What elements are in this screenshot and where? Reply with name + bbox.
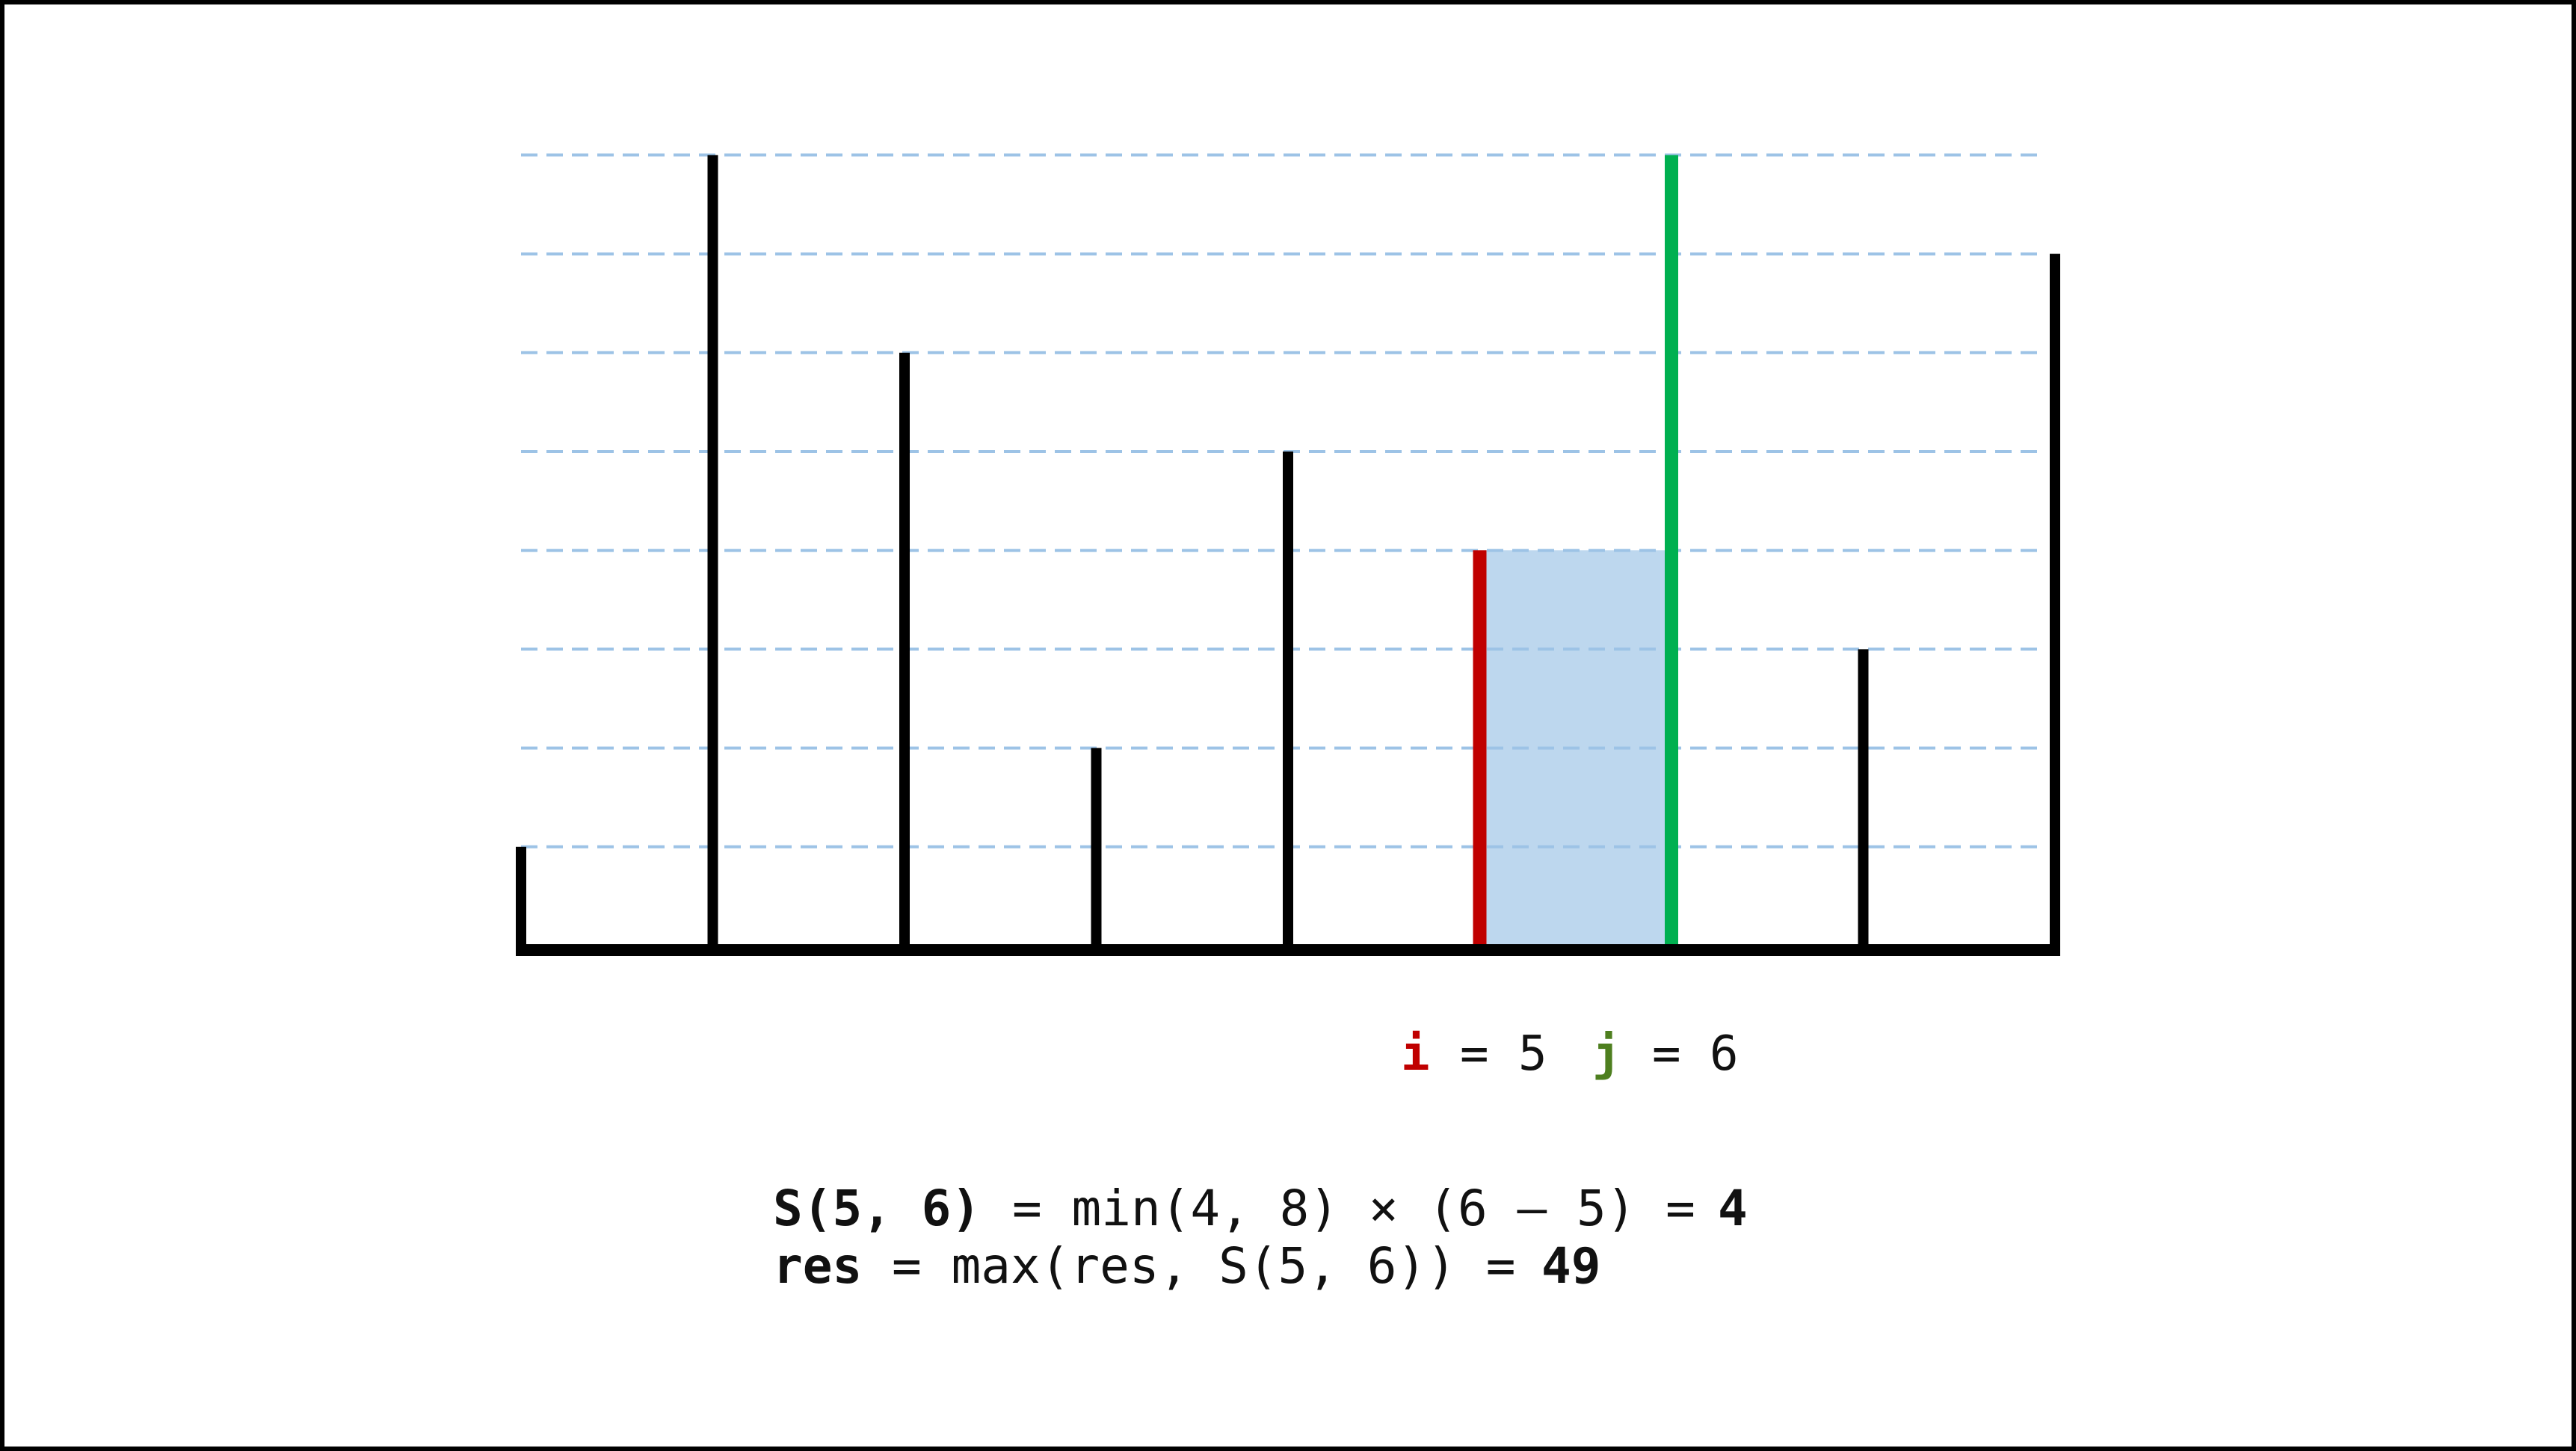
res-formula-head: res — [773, 1237, 863, 1295]
area-formula: S(5, 6) = min(4, 8) × (6 – 5) = 4 — [0, 1184, 2576, 1244]
pointer-i-value: 5 — [1518, 1026, 1547, 1082]
baseline — [516, 944, 2060, 956]
height-bar — [899, 352, 910, 946]
height-bar — [1091, 748, 1102, 946]
height-bar — [516, 846, 526, 946]
pointer-labels: i = 5 j = 6 — [0, 1030, 2576, 1090]
area-formula-expression: = min(4, 8) × (6 – 5) = — [1012, 1180, 1695, 1237]
pointer-j-equals: = — [1652, 1026, 1681, 1082]
pointer-i-name: i — [1401, 1026, 1430, 1082]
height-bar — [707, 155, 718, 946]
bar-pointer-i — [1473, 550, 1487, 946]
area-formula-result: 4 — [1718, 1180, 1748, 1237]
pointer-i-equals: = — [1460, 1026, 1489, 1082]
res-formula-expression: = max(res, S(5, 6)) = — [892, 1237, 1516, 1295]
height-bar — [1858, 649, 1869, 946]
pointer-j-name: j — [1592, 1026, 1621, 1082]
res-formula-result: 49 — [1541, 1237, 1601, 1295]
area-formula-head: S(5, 6) — [773, 1180, 982, 1237]
height-bar — [1283, 452, 1293, 946]
pointer-j-value: 6 — [1710, 1026, 1739, 1082]
height-bars — [516, 155, 2060, 946]
height-bar — [2050, 253, 2060, 946]
res-formula: res = max(res, S(5, 6)) = 49 — [0, 1242, 2576, 1301]
bar-pointer-j — [1665, 155, 1678, 946]
